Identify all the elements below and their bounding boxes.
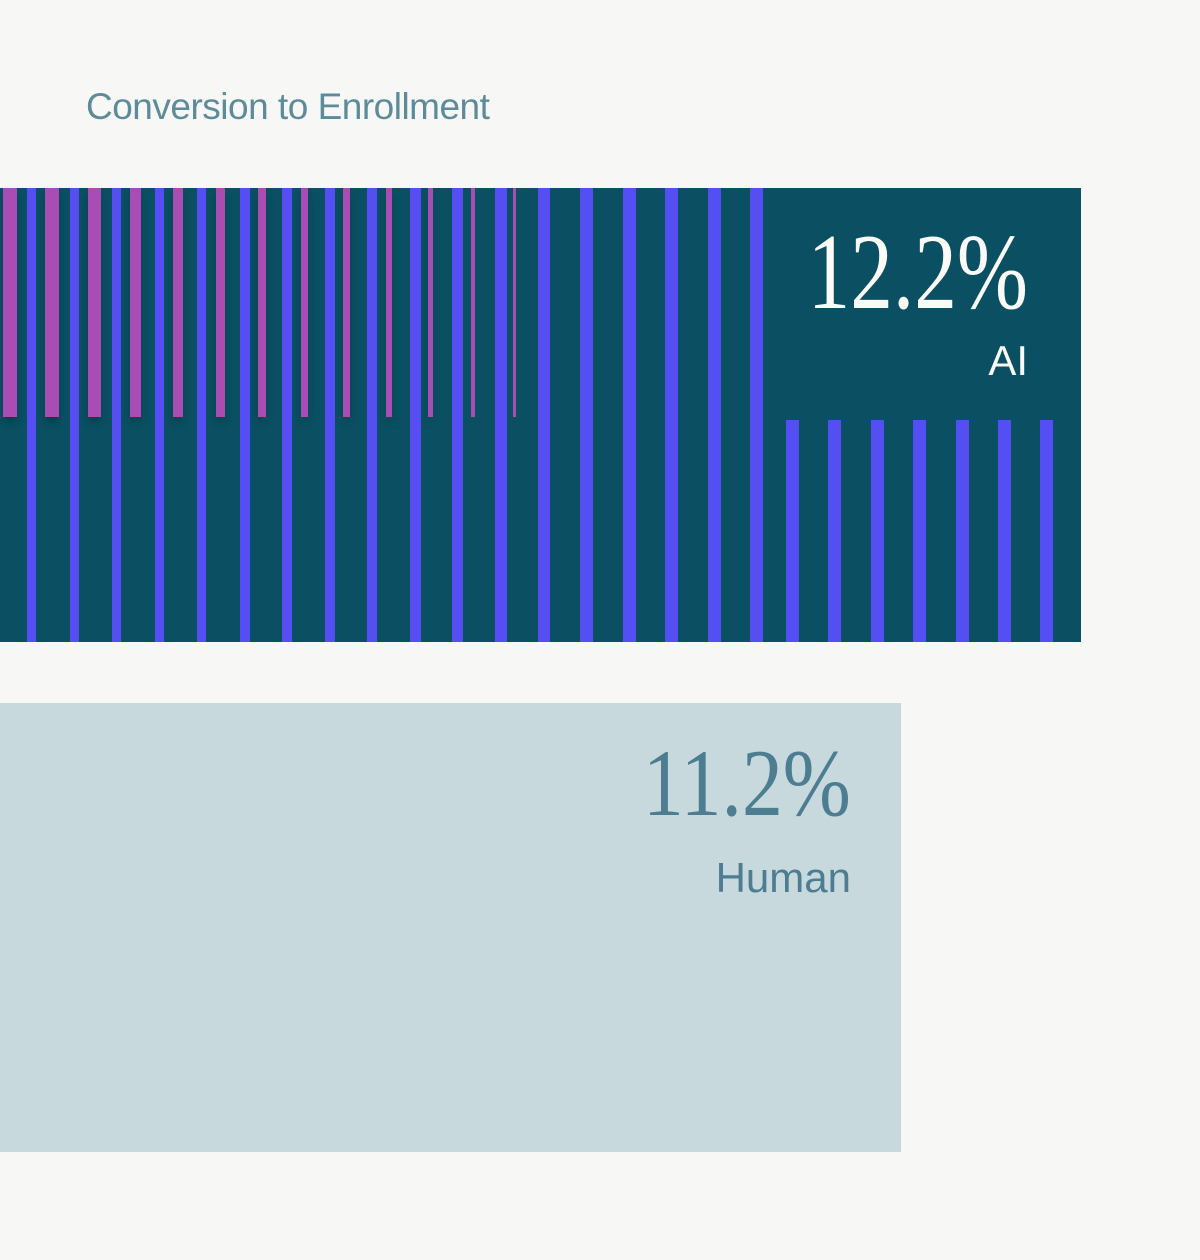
- stripe: [428, 188, 433, 417]
- stripe: [197, 188, 206, 642]
- stripe: [301, 188, 308, 417]
- stripe: [410, 188, 421, 642]
- stripe: [828, 420, 841, 642]
- stripe: [1040, 420, 1053, 642]
- stripe: [871, 420, 884, 642]
- stripe: [786, 420, 799, 642]
- stripe: [112, 188, 121, 642]
- stripe: [173, 188, 183, 417]
- stripe: [3, 188, 17, 417]
- stripe: [130, 188, 141, 417]
- stripe: [343, 188, 350, 417]
- stripe: [386, 188, 392, 417]
- human-bar-label-block: 11.2% Human: [0, 703, 901, 1152]
- stripe: [367, 188, 377, 642]
- chart-title: Conversion to Enrollment: [86, 86, 490, 127]
- stripe: [580, 188, 593, 642]
- stripe: [27, 188, 36, 642]
- stripe: [956, 420, 969, 642]
- stripe: [750, 188, 763, 642]
- ai-bar: 12.2% AI: [0, 188, 1081, 642]
- stripe: [45, 188, 59, 417]
- stripe: [282, 188, 292, 642]
- human-value-label: 11.2%: [642, 730, 851, 836]
- stripe: [708, 188, 721, 642]
- stripe: [70, 188, 79, 642]
- stripe: [513, 188, 516, 417]
- stripe: [998, 420, 1011, 642]
- ai-bar-stripe-pattern: [0, 188, 1081, 642]
- stripe: [495, 188, 507, 642]
- stripe: [325, 188, 335, 642]
- stripe: [665, 188, 678, 642]
- human-bar: 11.2% Human: [0, 703, 901, 1152]
- stripe: [913, 420, 926, 642]
- stripe: [538, 188, 550, 642]
- stripe: [240, 188, 250, 642]
- stripe: [258, 188, 266, 417]
- stripe: [155, 188, 164, 642]
- stripe: [623, 188, 636, 642]
- stripe: [216, 188, 225, 417]
- stripe: [471, 188, 475, 417]
- stripe: [88, 188, 101, 417]
- human-category-label: Human: [715, 854, 851, 901]
- stripe: [452, 188, 463, 642]
